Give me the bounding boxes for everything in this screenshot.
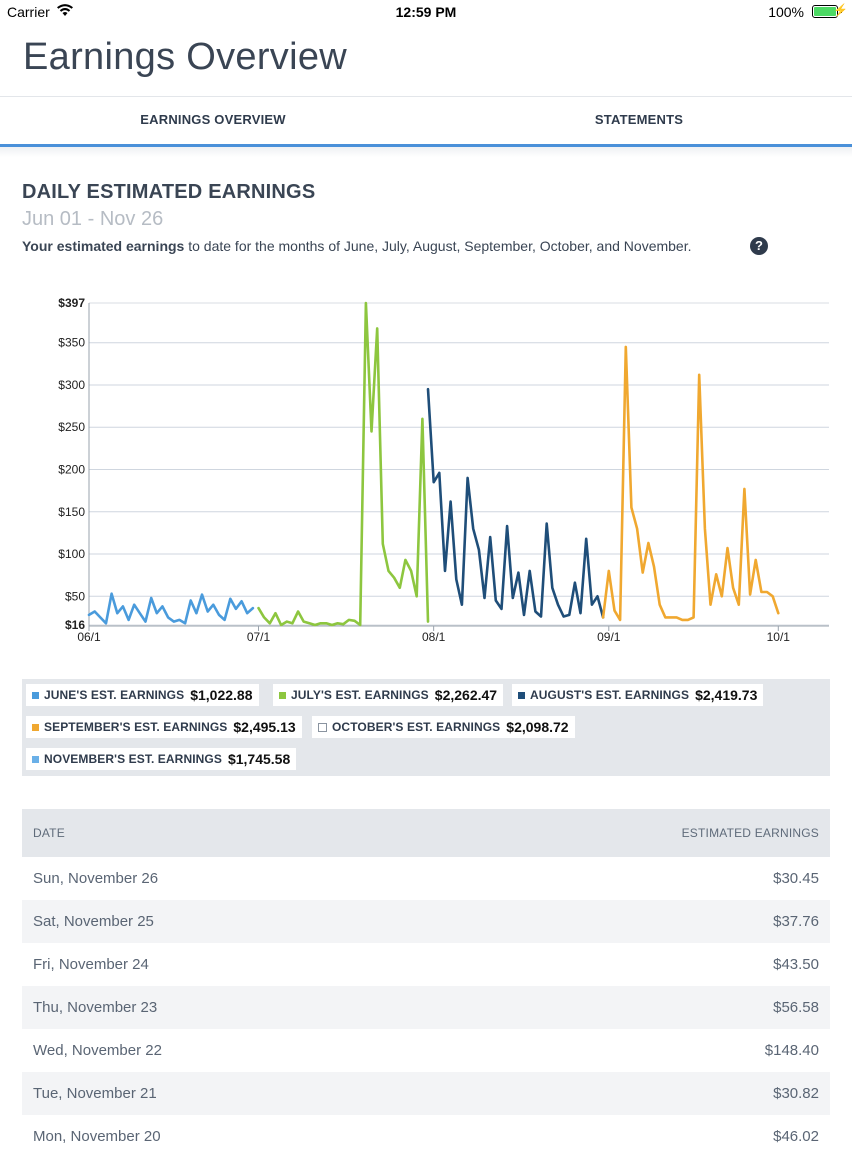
table-row[interactable]: Wed, November 22 $148.40 xyxy=(22,1029,830,1072)
row-date: Sun, November 26 xyxy=(33,870,159,887)
legend-label: JUNE'S EST. EARNINGS xyxy=(44,688,185,702)
legend-label: NOVEMBER'S EST. EARNINGS xyxy=(44,752,222,766)
x-tick-label: 09/1 xyxy=(597,630,621,644)
legend-value: $2,098.72 xyxy=(506,719,569,735)
legend-value: $1,745.58 xyxy=(227,751,291,767)
series-line xyxy=(87,592,255,625)
date-range: Jun 01 - Nov 26 xyxy=(22,208,164,230)
tab-active-indicator xyxy=(0,144,852,147)
y-tick-label: $50 xyxy=(65,589,85,603)
section-description: Your estimated earnings to date for the … xyxy=(22,238,692,254)
legend-swatch xyxy=(32,755,39,763)
table-row[interactable]: Fri, November 24 $43.50 xyxy=(22,943,830,986)
table-row[interactable]: Mon, November 20 $46.02 xyxy=(22,1115,830,1158)
legend-swatch xyxy=(318,722,327,732)
legend-swatch xyxy=(279,691,286,699)
clock: 12:59 PM xyxy=(395,4,457,20)
legend-item[interactable]: JULY'S EST. EARNINGS $2,262.47 xyxy=(273,684,504,706)
x-tick-label: 10/1 xyxy=(767,630,791,644)
legend-label: AUGUST'S EST. EARNINGS xyxy=(530,688,690,702)
row-date: Tue, November 21 xyxy=(33,1085,157,1102)
row-amount: $43.50 xyxy=(773,956,819,973)
x-tick-label: 06/1 xyxy=(77,630,101,644)
description-emphasis: Your estimated earnings xyxy=(22,238,185,254)
y-tick-label: $100 xyxy=(58,547,85,561)
legend-value: $2,262.47 xyxy=(434,687,498,703)
row-amount: $148.40 xyxy=(764,1042,819,1059)
table-header: DATE ESTIMATED EARNINGS xyxy=(22,809,830,857)
tab-bar: EARNINGS OVERVIEW STATEMENTS xyxy=(0,96,852,145)
x-tick-label: 08/1 xyxy=(422,630,446,644)
y-tick-label: $350 xyxy=(58,336,85,350)
battery-icon xyxy=(812,5,838,18)
column-header-date[interactable]: DATE xyxy=(33,826,65,840)
row-date: Thu, November 23 xyxy=(33,999,158,1016)
series-line xyxy=(601,345,780,622)
battery-tip xyxy=(840,9,842,13)
legend-swatch xyxy=(32,691,39,699)
row-amount: $30.45 xyxy=(773,870,819,887)
legend-item[interactable]: NOVEMBER'S EST. EARNINGS $1,745.58 xyxy=(26,748,297,770)
legend-swatch xyxy=(32,723,39,731)
series-line xyxy=(257,301,430,627)
y-tick-label: $397 xyxy=(58,296,85,310)
y-tick-label: $200 xyxy=(58,462,85,476)
tab-statements[interactable]: STATEMENTS xyxy=(594,112,684,127)
legend-item[interactable]: OCTOBER'S EST. EARNINGS $2,098.72 xyxy=(312,716,575,738)
carrier-label: Carrier xyxy=(7,4,50,20)
row-date: Wed, November 22 xyxy=(33,1042,162,1059)
legend-item[interactable]: SEPTEMBER'S EST. EARNINGS $2,495.13 xyxy=(26,716,302,738)
legend-label: OCTOBER'S EST. EARNINGS xyxy=(332,720,501,734)
battery-percent: 100% xyxy=(768,4,804,20)
tab-earnings-overview[interactable]: EARNINGS OVERVIEW xyxy=(140,112,286,127)
legend-label: SEPTEMBER'S EST. EARNINGS xyxy=(44,720,228,734)
row-date: Mon, November 20 xyxy=(33,1128,161,1145)
row-amount: $37.76 xyxy=(773,913,819,930)
row-amount: $30.82 xyxy=(773,1085,819,1102)
legend-swatch xyxy=(518,691,525,699)
x-tick-label: 07/1 xyxy=(247,630,271,644)
tab-shadow xyxy=(0,147,852,157)
y-tick-label: $250 xyxy=(58,420,85,434)
section-title: DAILY ESTIMATED EARNINGS xyxy=(22,181,316,203)
chart-legend: JUNE'S EST. EARNINGS $1,022.88 JULY'S EST.… xyxy=(22,679,830,776)
legend-value: $1,022.88 xyxy=(190,687,253,703)
row-date: Sat, November 25 xyxy=(33,913,154,930)
row-amount: $46.02 xyxy=(773,1128,819,1145)
earnings-table: DATE ESTIMATED EARNINGS Sun, November 26… xyxy=(22,809,830,1158)
table-row[interactable]: Thu, November 23 $56.58 xyxy=(22,986,830,1029)
description-text: to date for the months of June, July, Au… xyxy=(184,238,692,254)
legend-label: JULY'S EST. EARNINGS xyxy=(291,688,429,702)
page-title: Earnings Overview xyxy=(23,36,347,78)
row-date: Fri, November 24 xyxy=(33,956,149,973)
table-row[interactable]: Tue, November 21 $30.82 xyxy=(22,1072,830,1115)
table-row[interactable]: Sat, November 25 $37.76 xyxy=(22,900,830,943)
charging-icon: ⚡ xyxy=(833,3,848,17)
column-header-amount[interactable]: ESTIMATED EARNINGS xyxy=(681,826,819,840)
status-bar: Carrier 12:59 PM 100% ⚡ xyxy=(0,0,852,24)
legend-item[interactable]: AUGUST'S EST. EARNINGS $2,419.73 xyxy=(512,684,764,706)
legend-value: $2,495.13 xyxy=(233,719,296,735)
wifi-icon xyxy=(56,3,74,20)
series-line xyxy=(426,387,605,619)
help-icon[interactable]: ? xyxy=(750,237,768,255)
row-amount: $56.58 xyxy=(773,999,819,1016)
table-row[interactable]: Sun, November 26 $30.45 xyxy=(22,857,830,900)
table-body: Sun, November 26 $30.45 Sat, November 25 $3… xyxy=(22,857,830,1158)
legend-value: $2,419.73 xyxy=(695,687,758,703)
y-tick-label: $150 xyxy=(58,505,85,519)
y-tick-label: $16 xyxy=(65,618,85,632)
legend-item[interactable]: JUNE'S EST. EARNINGS $1,022.88 xyxy=(26,684,259,706)
y-tick-label: $300 xyxy=(58,378,85,392)
